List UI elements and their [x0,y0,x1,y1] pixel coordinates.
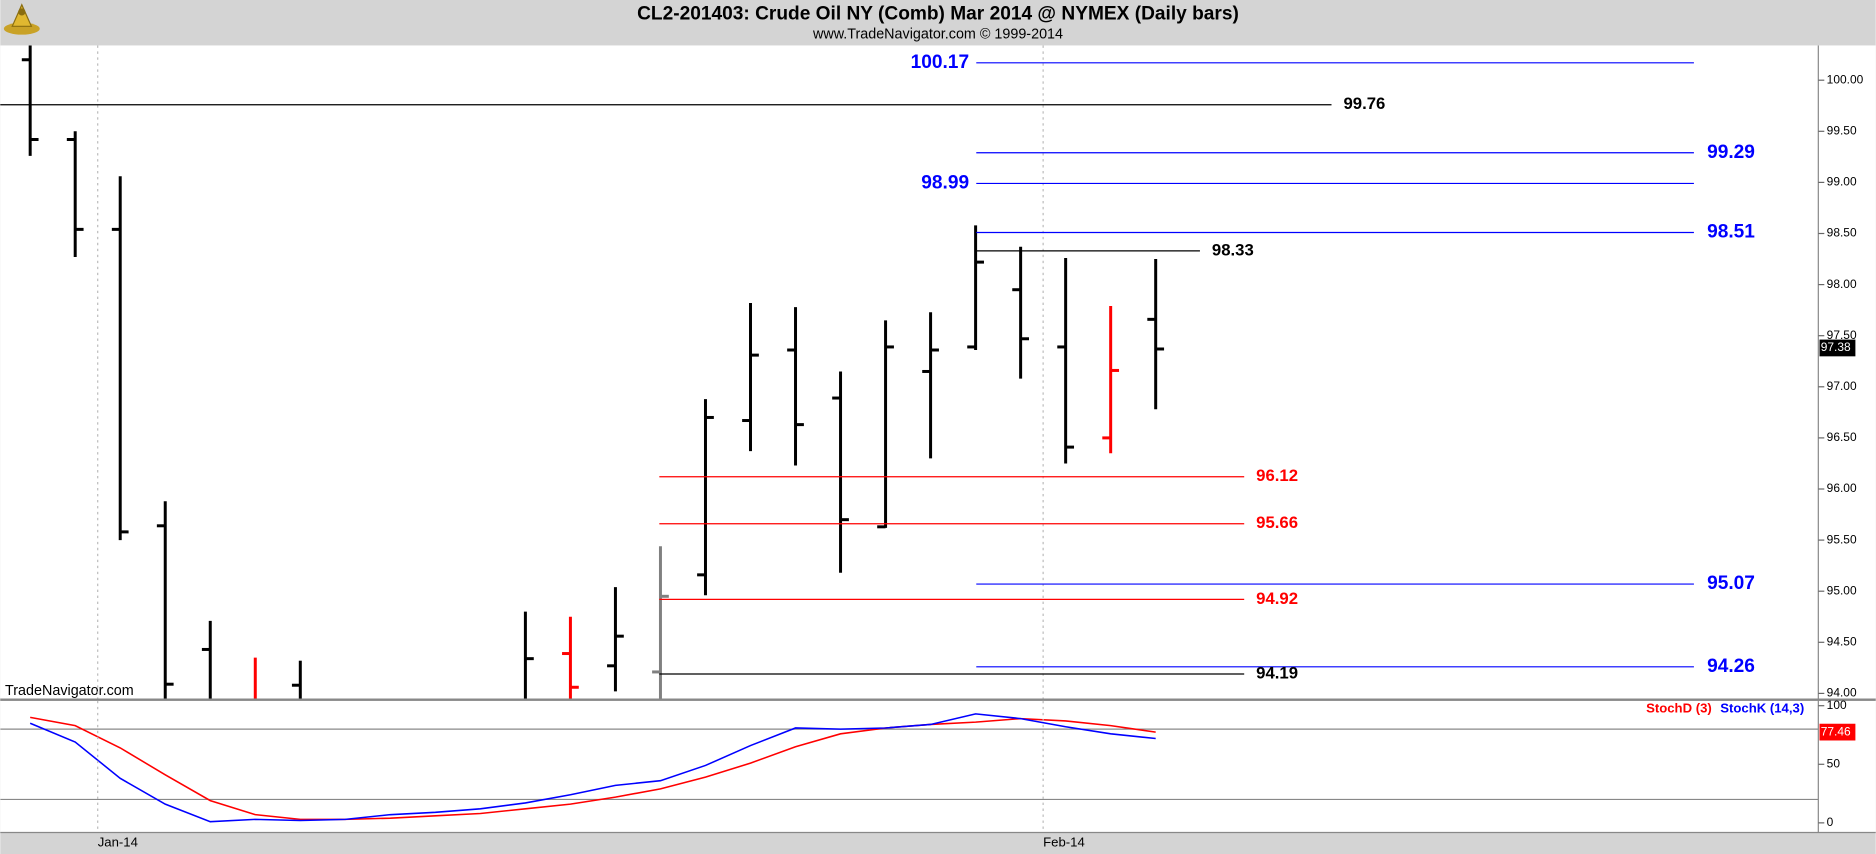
y-tick-label: 99.00 [1827,175,1857,189]
y-tick-label: 94.50 [1827,634,1857,648]
legend-entry: StochK (14,3) [1720,701,1804,716]
stoch-line [30,716,1156,821]
legend-entry: StochD (3) [1646,701,1712,716]
y-tick-label: 50 [1827,756,1841,770]
last-value-box [1819,723,1856,741]
stoch-plot [0,713,1819,823]
last-price-box [1819,339,1856,357]
logo [3,3,40,35]
level-label: 100.17 [911,52,970,73]
level-label: 98.99 [921,172,969,193]
y-tick-label: 97.50 [1827,328,1857,342]
last-value-label: 77.46 [1821,724,1851,738]
level-label: 99.76 [1343,94,1385,113]
level-label: 95.66 [1256,513,1298,532]
y-tick-label: 100 [1827,698,1847,712]
chart-subtitle: www.TradeNavigator.com © 1999-2014 [812,26,1063,42]
level-label: 99.29 [1707,142,1755,163]
stoch-line [29,713,1156,823]
level-label: 95.07 [1707,573,1755,594]
y-tick-label: 99.50 [1827,123,1857,137]
y-tick-label: 100.00 [1827,72,1864,86]
y-tick-label: 95.00 [1827,583,1857,597]
watermark: TradeNavigator.com [5,683,134,699]
level-label: 98.33 [1212,240,1254,259]
y-tick-label: 96.50 [1827,430,1857,444]
level-label: 94.92 [1256,589,1298,608]
level-label: 98.51 [1707,222,1755,243]
y-tick-label: 98.00 [1827,277,1857,291]
chart-title: CL2-201403: Crude Oil NY (Comb) Mar 2014… [637,3,1239,24]
price-plot [21,45,1165,699]
x-tick-label: Jan-14 [98,835,138,850]
level-label: 94.19 [1256,663,1298,682]
y-tick-label: 98.50 [1827,226,1857,240]
level-label: 96.12 [1256,466,1298,485]
last-price-label: 97.38 [1821,340,1851,354]
y-tick-label: 95.50 [1827,532,1857,546]
level-label: 94.26 [1707,656,1755,677]
x-tick-label: Feb-14 [1043,835,1085,850]
y-tick-label: 96.00 [1827,481,1857,495]
y-tick-label: 97.00 [1827,379,1857,393]
y-tick-label: 0 [1827,815,1834,829]
y-tick-label: 94.00 [1827,686,1857,700]
stoch-pane [0,700,1876,833]
price-pane [0,45,1876,699]
